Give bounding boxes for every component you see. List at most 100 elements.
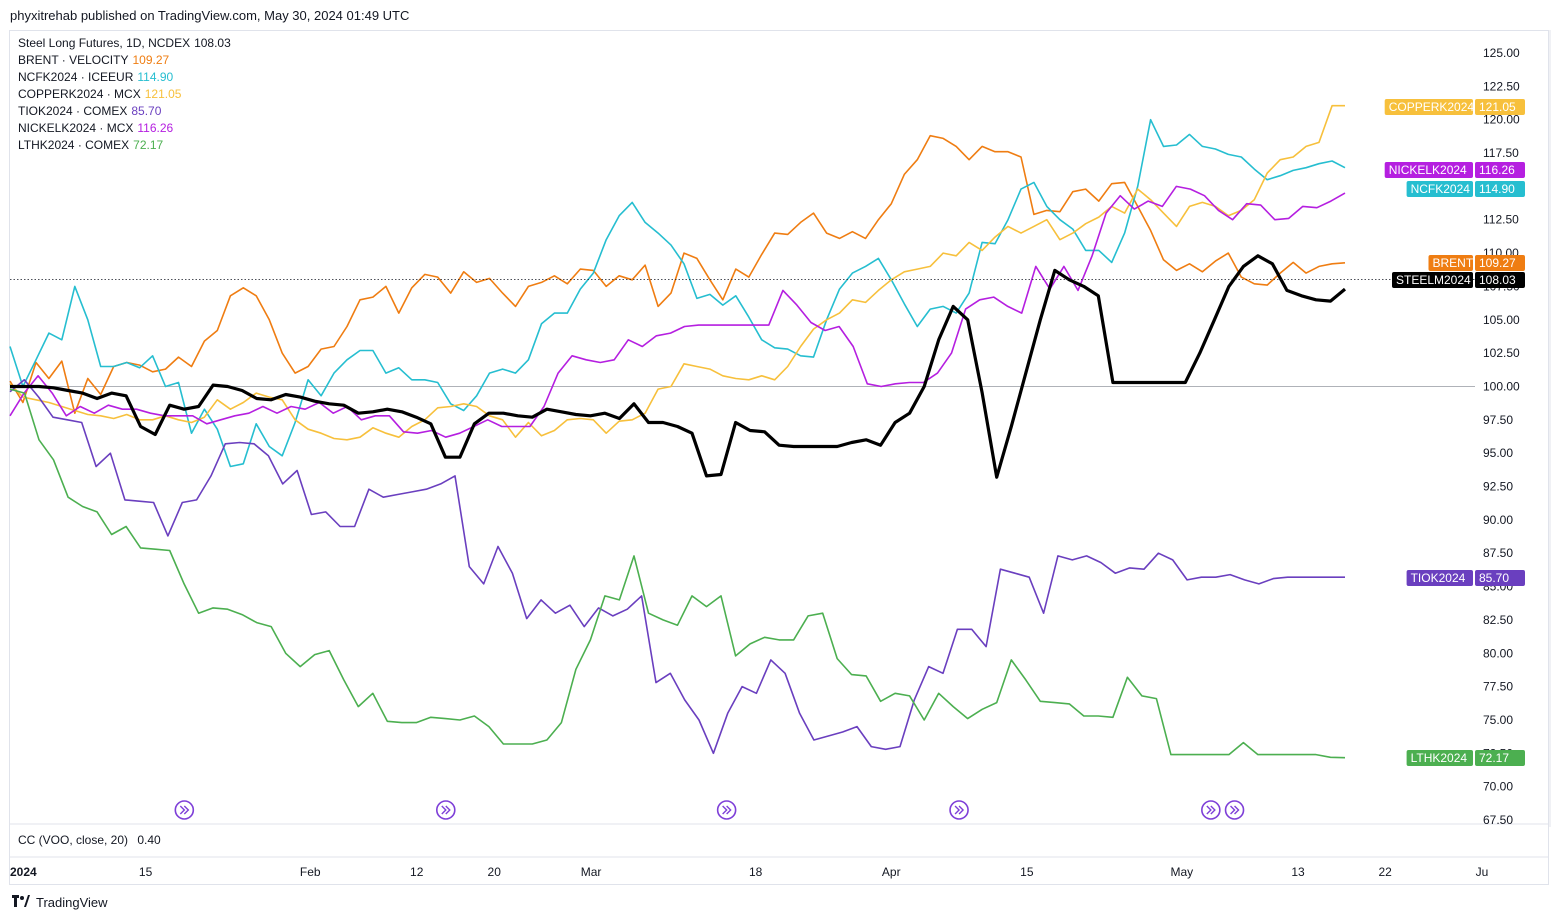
badge-ticker-brent [1428, 255, 1473, 271]
badge-value-ncfk2024 [1475, 181, 1525, 197]
legend-name: NCFK2024 · ICEEUR [18, 70, 134, 84]
badge-value-brent [1475, 255, 1525, 271]
x-tick-label: 2024 [10, 865, 37, 879]
y-tick-label: 100.00 [1483, 379, 1520, 393]
fast-forward-circle-icon[interactable] [174, 800, 195, 820]
series-line-nickelk2024[interactable] [9, 185, 1346, 439]
x-tick-label: 13 [1291, 865, 1305, 879]
badge-value-steelm2024 [1475, 272, 1525, 288]
y-tick-label: 97.50 [1483, 413, 1513, 427]
legend-name: Steel Long Futures, 1D, NCDEX [18, 36, 191, 50]
fast-forward-circle-icon[interactable] [1224, 800, 1245, 820]
badge-ticker-text: BRENT [1433, 256, 1474, 270]
legend-item-steelm2024[interactable]: Steel Long Futures, 1D, NCDEX 108.03 [18, 35, 231, 52]
badge-ticker-tiok2024 [1406, 570, 1473, 586]
badge-value-lthk2024 [1475, 750, 1525, 766]
footer[interactable]: TradingView [12, 894, 108, 910]
x-tick-label: May [1170, 865, 1193, 879]
x-tick-label: Feb [300, 865, 321, 879]
tradingview-logo-icon [12, 894, 30, 910]
series-line-copperk2024[interactable] [9, 104, 1345, 441]
badge-ticker-nickelk2024 [1384, 162, 1473, 178]
fast-forward-circle-icon[interactable] [949, 800, 969, 820]
series-line-ncfk2024[interactable] [9, 118, 1346, 468]
y-tick-label: 125.00 [1483, 46, 1520, 60]
y-tick-label: 70.00 [1483, 780, 1513, 794]
x-tick-label: 15 [1020, 865, 1034, 879]
y-tick-label: 80.00 [1483, 646, 1513, 660]
badge-ticker-lthk2024 [1406, 750, 1473, 766]
x-tick-label: Ju [1476, 865, 1489, 879]
x-tick-label: 18 [749, 865, 763, 879]
legend-item-copperk2024[interactable]: COPPERK2024 · MCX 121.05 [18, 86, 231, 103]
legend-name: TIOK2024 · COMEX [18, 104, 128, 118]
y-tick-label: 82.50 [1483, 613, 1513, 627]
x-tick-label: 20 [488, 865, 502, 879]
legend-item-tiok2024[interactable]: TIOK2024 · COMEX 85.70 [18, 103, 231, 120]
legend-value: 116.26 [137, 121, 174, 135]
chart-frame [9, 30, 1549, 885]
indicator-value: 0.40 [137, 833, 161, 847]
footer-brand: TradingView [36, 894, 108, 910]
badge-value-nickelk2024 [1475, 162, 1525, 178]
badge-value-text: 109.27 [1479, 256, 1516, 270]
legend: Steel Long Futures, 1D, NCDEX 108.03 BRENT… [18, 35, 231, 154]
legend-value: 85.70 [131, 104, 162, 118]
legend-item-lthk2024[interactable]: LTHK2024 · COMEX 72.17 [18, 137, 231, 154]
badge-value-text: 121.05 [1479, 100, 1516, 114]
legend-item-brent[interactable]: BRENT · VELOCITY 109.27 [18, 52, 231, 69]
badge-ticker-steelm2024 [1392, 272, 1473, 288]
indicator-name: CC (VOO, close, 20) [18, 833, 129, 847]
fast-forward-circle-icon[interactable] [1201, 800, 1221, 820]
legend-name: BRENT · VELOCITY [18, 53, 129, 67]
badge-value-text: 72.17 [1479, 751, 1509, 765]
y-tick-label: 90.00 [1483, 513, 1513, 527]
series-line-lthk2024[interactable] [9, 388, 1346, 759]
legend-name: LTHK2024 · COMEX [18, 138, 130, 152]
badge-ticker-copperk2024 [1384, 99, 1473, 115]
badge-value-text: 108.03 [1479, 273, 1516, 287]
legend-value: 121.05 [144, 87, 182, 101]
fast-forward-circle-icon[interactable] [716, 800, 737, 820]
x-tick-label: 15 [139, 865, 153, 879]
legend-item-ncfk2024[interactable]: NCFK2024 · ICEEUR 114.90 [18, 69, 231, 86]
badge-ticker-text: NCFK2024 [1411, 182, 1471, 196]
publish-header: phyxitrehab published on TradingView.com… [10, 8, 410, 23]
legend-value: 108.03 [194, 36, 231, 50]
series-line-tiok2024[interactable] [9, 378, 1345, 755]
y-tick-label: 122.50 [1483, 79, 1520, 93]
indicator-pane-label: CC (VOO, close, 20) 0.40 [18, 833, 161, 847]
badge-value-tiok2024 [1475, 570, 1525, 586]
fast-forward-circle-icon[interactable] [435, 800, 456, 820]
x-tick-label: 12 [410, 865, 424, 879]
x-tick-label: 22 [1378, 865, 1392, 879]
y-tick-label: 95.00 [1483, 446, 1513, 460]
badge-ticker-text: LTHK2024 [1411, 751, 1468, 765]
y-tick-label: 75.00 [1483, 713, 1513, 727]
legend-value: 109.27 [132, 53, 170, 67]
y-tick-label: 102.50 [1483, 346, 1520, 360]
badge-ticker-text: NICKELK2024 [1389, 163, 1467, 177]
legend-value: 72.17 [133, 138, 164, 152]
y-tick-label: 105.00 [1483, 313, 1520, 327]
x-tick-label: Mar [581, 865, 602, 879]
badge-value-text: 114.90 [1479, 182, 1515, 196]
badge-ticker-text: STEELM2024 [1396, 273, 1471, 287]
y-tick-label: 67.50 [1483, 813, 1513, 827]
y-tick-label: 112.50 [1483, 213, 1519, 227]
series-line-steelm2024[interactable] [10, 254, 1347, 479]
legend-value: 114.90 [137, 70, 174, 84]
badge-ticker-text: TIOK2024 [1411, 571, 1466, 585]
y-tick-label: 77.50 [1483, 680, 1513, 694]
series-line-brent[interactable] [9, 134, 1346, 415]
x-tick-label: Apr [882, 865, 901, 879]
legend-name: COPPERK2024 · MCX [18, 87, 141, 101]
y-tick-label: 92.50 [1483, 480, 1513, 494]
y-tick-label: 117.50 [1483, 146, 1519, 160]
badge-value-copperk2024 [1475, 99, 1525, 115]
y-tick-label: 87.50 [1483, 546, 1513, 560]
legend-item-nickelk2024[interactable]: NICKELK2024 · MCX 116.26 [18, 120, 231, 137]
badge-ticker-ncfk2024 [1406, 181, 1473, 197]
y-tick-label: 120.00 [1483, 113, 1520, 127]
